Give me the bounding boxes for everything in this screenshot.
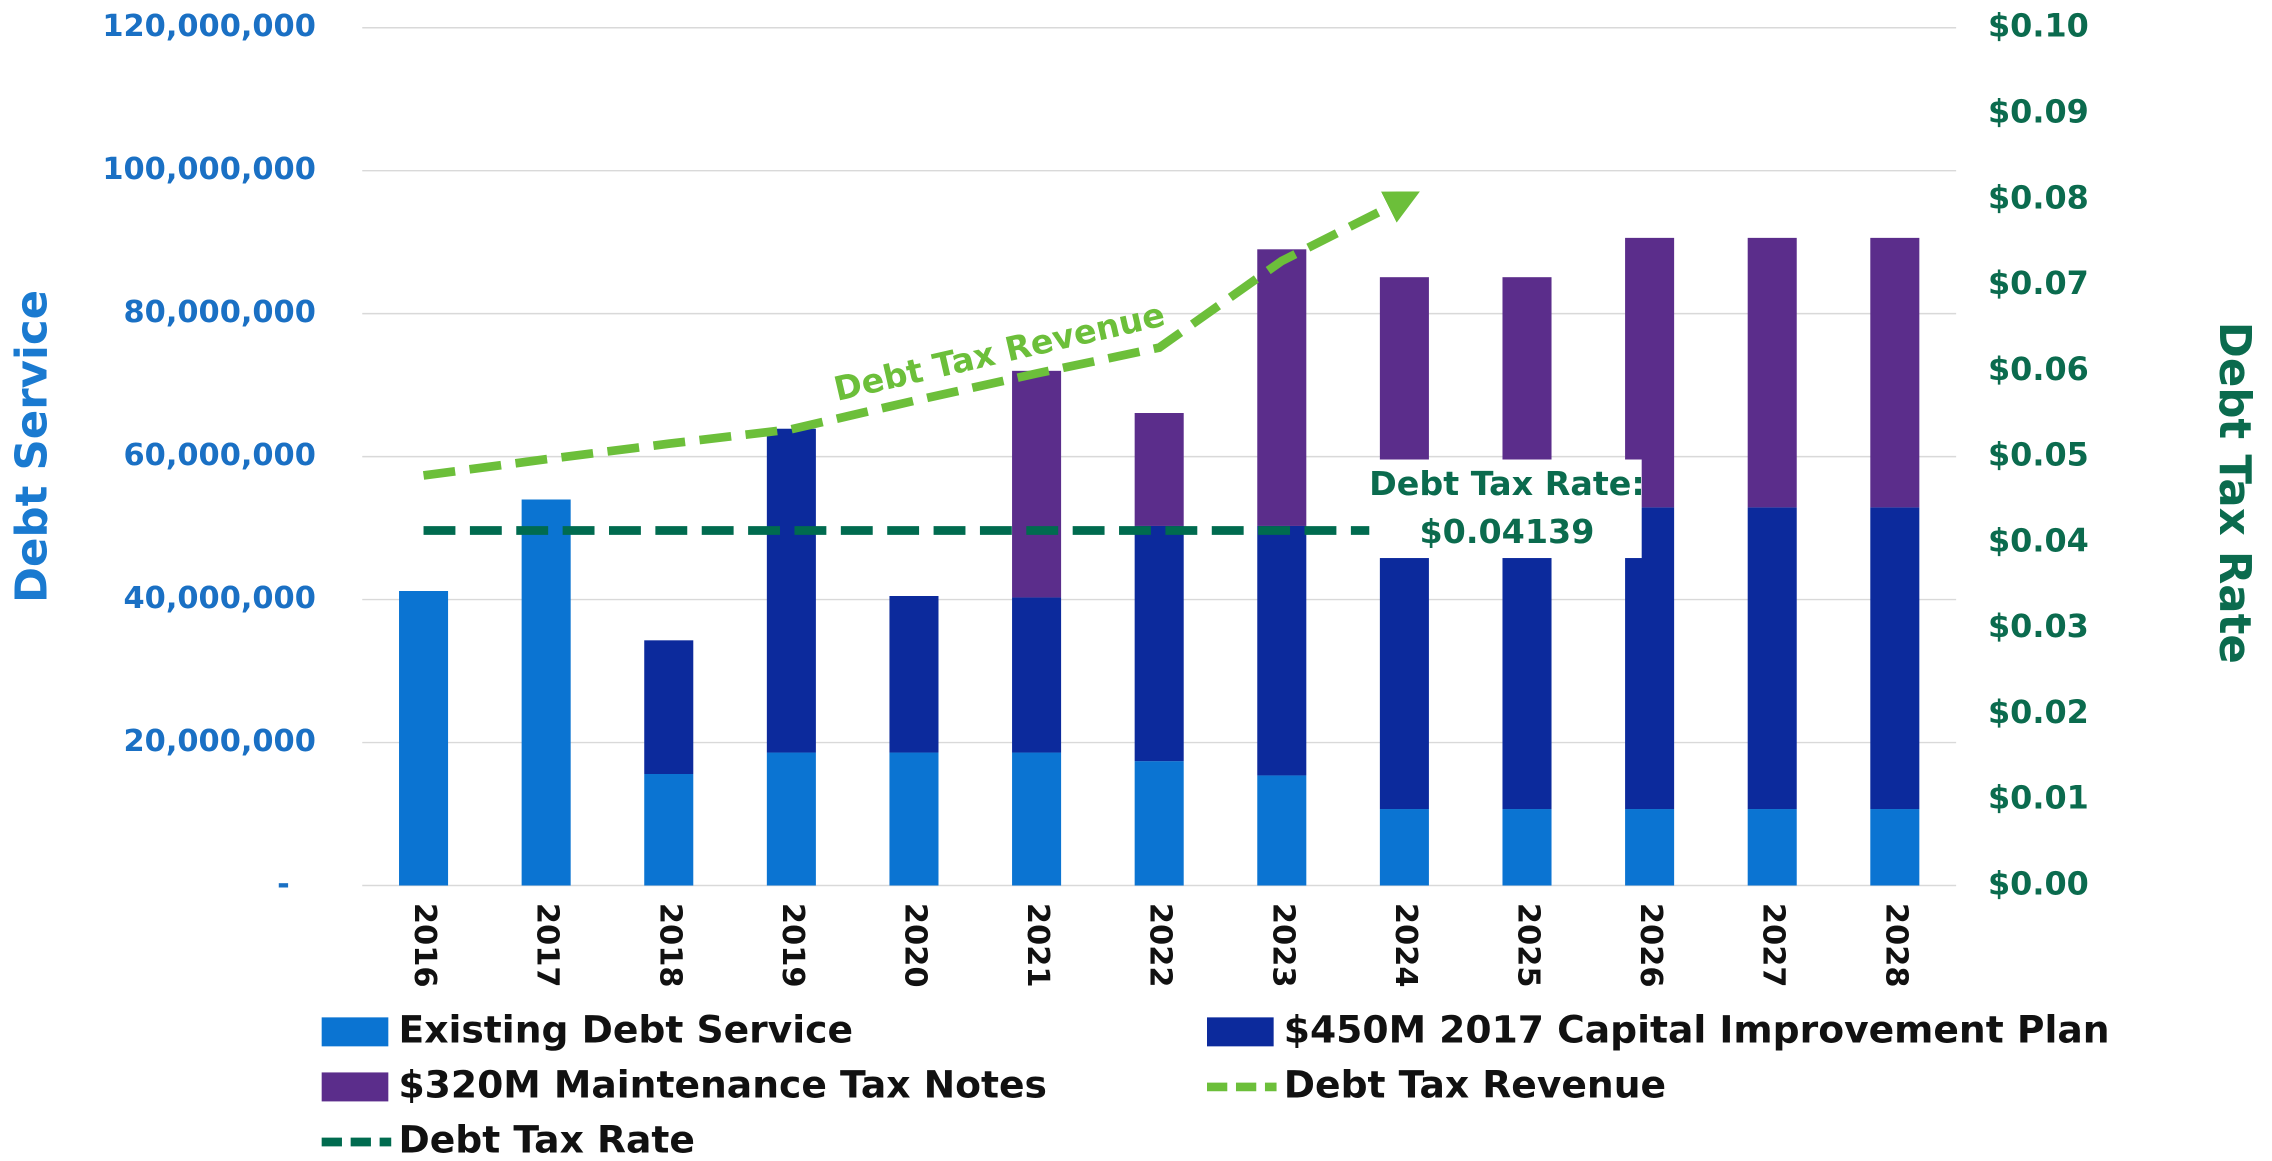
x-tick-label: 2020 <box>897 903 932 988</box>
bar <box>1012 597 1062 753</box>
annotation: Debt Tax Revenue <box>830 295 1168 409</box>
y-axis-title: Debt Service <box>7 290 57 603</box>
bar <box>1502 517 1552 810</box>
legend-label: $450M 2017 Capital Improvement Plan <box>1284 1007 2110 1051</box>
bar <box>1257 775 1307 886</box>
y2-tick-label: $0.06 <box>1988 350 2089 388</box>
y2-tick-label: $0.10 <box>1988 7 2089 45</box>
y2-tick-label: $0.01 <box>1988 779 2089 817</box>
bar <box>1379 809 1429 886</box>
bar <box>1257 525 1307 776</box>
y2-tick-label: $0.08 <box>1988 178 2089 216</box>
y2-axis-title: Debt Tax Rate <box>2209 322 2259 664</box>
bar <box>1012 752 1062 886</box>
y2-tick-label: $0.09 <box>1988 92 2089 130</box>
x-tick-label: 2028 <box>1878 903 1913 988</box>
bar <box>1747 809 1797 886</box>
y-tick-label: 60,000,000 <box>124 438 316 473</box>
legend-swatch <box>321 1017 389 1047</box>
bar <box>1012 370 1062 598</box>
y-tick-label: 80,000,000 <box>124 295 316 330</box>
x-tick-label: 2026 <box>1633 903 1668 988</box>
bar <box>521 499 571 886</box>
bar <box>1747 507 1797 810</box>
y-tick-label: 120,000,000 <box>102 9 316 44</box>
bar <box>889 596 939 753</box>
legend-label: Debt Tax Revenue <box>1284 1062 1666 1106</box>
bar <box>1134 413 1184 526</box>
y2-tick-label: $0.02 <box>1988 693 2089 731</box>
legend-label: Existing Debt Service <box>398 1007 853 1051</box>
bar <box>644 640 694 774</box>
x-tick-label: 2024 <box>1388 903 1423 988</box>
x-tick-label: 2023 <box>1265 903 1300 988</box>
annotation: $0.04139 <box>1419 512 1594 551</box>
x-tick-label: 2018 <box>652 903 687 988</box>
bar <box>1870 237 1920 508</box>
bar <box>766 752 816 886</box>
y2-tick-label: $0.05 <box>1988 436 2089 474</box>
legend-label: Debt Tax Rate <box>398 1117 694 1161</box>
legend-label: $320M Maintenance Tax Notes <box>398 1062 1047 1106</box>
x-tick-label: 2021 <box>1020 903 1055 988</box>
y-tick-label: 40,000,000 <box>124 581 316 616</box>
x-tick-label: 2019 <box>775 903 810 988</box>
annotation: Debt Tax Rate: <box>1369 464 1645 503</box>
bar <box>1870 809 1920 886</box>
x-tick-label: 2016 <box>407 903 442 988</box>
bar <box>1134 761 1184 886</box>
y-tick-label: 100,000,000 <box>102 152 316 187</box>
y2-tick-label: $0.07 <box>1988 264 2089 302</box>
x-tick-label: 2022 <box>1143 903 1178 988</box>
legend-swatch <box>1207 1017 1274 1047</box>
y-tick-label: - <box>277 867 290 902</box>
y-tick-label: 20,000,000 <box>124 724 316 759</box>
x-tick-label: 2025 <box>1511 903 1546 988</box>
bar <box>1870 507 1920 810</box>
legend-swatch <box>321 1072 389 1102</box>
y2-tick-label: $0.03 <box>1988 607 2089 645</box>
bar <box>1257 249 1307 526</box>
y2-tick-label: $0.04 <box>1988 521 2089 559</box>
bar <box>1134 525 1184 762</box>
bar <box>1502 809 1552 886</box>
bar <box>889 752 939 886</box>
x-tick-label: 2017 <box>530 903 565 988</box>
annotation-box <box>1369 459 1642 559</box>
bar <box>644 773 694 886</box>
bar <box>766 428 816 753</box>
line-series <box>422 191 1420 480</box>
bar <box>1747 237 1797 508</box>
bar <box>399 591 449 886</box>
y2-tick-label: $0.00 <box>1988 865 2089 903</box>
x-tick-label: 2027 <box>1756 903 1791 988</box>
bar <box>1625 809 1675 886</box>
